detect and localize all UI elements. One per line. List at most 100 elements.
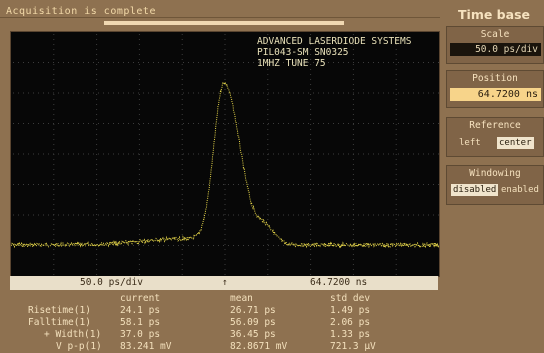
scale-value-field[interactable]: 50.0 ps/div	[450, 43, 541, 56]
grid-dot	[73, 184, 74, 185]
grid-dot	[238, 214, 239, 216]
grid-dot	[395, 249, 397, 250]
stat-std: 721.3 µV	[330, 341, 376, 352]
reference-marker-icon: ↑	[222, 277, 228, 288]
grid-dot	[103, 123, 104, 124]
grid-dot	[310, 149, 312, 150]
grid-dot	[395, 119, 397, 120]
grid-dot	[310, 264, 312, 265]
grid-dot	[188, 92, 189, 94]
grid-dot	[248, 62, 249, 63]
grid-dot	[138, 224, 140, 225]
grid-dot	[224, 179, 226, 180]
grid-dot	[258, 245, 259, 246]
grid-dot	[353, 123, 354, 124]
grid-dot	[183, 214, 184, 216]
grid-dot	[53, 49, 55, 50]
grid-dot	[224, 119, 226, 120]
grid-dot	[348, 153, 349, 155]
grid-dot	[333, 214, 334, 216]
grid-dot	[395, 69, 397, 70]
grid-dot	[248, 153, 249, 155]
grid-dot	[181, 174, 183, 175]
grid-dot	[310, 194, 312, 195]
grid-dot	[368, 184, 369, 185]
grid-dot	[333, 62, 334, 63]
scale-control[interactable]: Scale 50.0 ps/div	[446, 26, 544, 64]
grid-dot	[138, 164, 140, 165]
grid-dot	[288, 245, 289, 246]
reference-control[interactable]: Reference left center	[446, 117, 544, 157]
grid-dot	[438, 184, 439, 185]
grid-dot	[103, 245, 104, 246]
windowing-title: Windowing	[469, 168, 521, 179]
grid-dot	[103, 184, 104, 185]
grid-dot	[53, 59, 55, 60]
grid-dot	[308, 62, 309, 63]
grid-dot	[181, 44, 183, 45]
grid-dot	[98, 184, 99, 185]
grid-dot	[352, 174, 354, 175]
grid-dot	[310, 94, 312, 95]
grid-dot	[267, 64, 269, 65]
grid-dot	[293, 123, 294, 124]
grid-dot	[267, 274, 269, 275]
grid-dot	[352, 74, 354, 75]
grid-dot	[395, 254, 397, 255]
grid-dot	[181, 199, 183, 200]
position-value-field[interactable]: 64.7200 ns	[450, 88, 541, 101]
grid-dot	[208, 245, 209, 246]
grid-dot	[88, 153, 89, 155]
grid-dot	[224, 184, 226, 185]
grid-dot	[33, 62, 34, 63]
reference-center-option[interactable]: center	[497, 137, 534, 149]
grid-dot	[433, 245, 434, 246]
grid-dot	[13, 92, 14, 94]
grid-dot	[138, 149, 140, 150]
grid-dot	[53, 259, 55, 260]
grid-dot	[288, 214, 289, 216]
grid-dot	[438, 92, 439, 94]
grid-dot	[118, 123, 119, 124]
grid-dot	[83, 92, 84, 94]
grid-dot	[48, 62, 49, 63]
grid-dot	[183, 245, 184, 246]
grid-dot	[358, 214, 359, 216]
position-control[interactable]: Position 64.7200 ns	[446, 70, 544, 108]
grid-dot	[267, 219, 269, 220]
grid-dot	[38, 184, 39, 185]
grid-dot	[233, 184, 234, 185]
waveform-display[interactable]: ADVANCED LASERDIODE SYSTEMS PIL043-SM SN0…	[10, 31, 440, 277]
grid-dot	[53, 174, 55, 175]
grid-dot	[348, 184, 349, 185]
panel-title: Time base	[458, 7, 530, 22]
grid-dot	[198, 92, 199, 94]
grid-dot	[395, 209, 397, 210]
reference-left-option[interactable]: left	[459, 138, 481, 148]
grid-dot	[310, 124, 312, 125]
windowing-enabled-option[interactable]: enabled	[501, 185, 539, 195]
grid-dot	[228, 245, 229, 246]
grid-dot	[108, 123, 109, 124]
grid-dot	[310, 74, 312, 75]
grid-dot	[395, 214, 397, 215]
windowing-control[interactable]: Windowing disabled enabled	[446, 165, 544, 205]
grid-dot	[53, 62, 54, 63]
grid-dot	[352, 239, 354, 240]
grid-dot	[348, 62, 349, 63]
grid-dot	[53, 109, 55, 110]
grid-dot	[303, 123, 304, 124]
grid-dot	[96, 169, 98, 170]
windowing-disabled-option[interactable]: disabled	[451, 184, 499, 196]
grid-dot	[193, 153, 194, 155]
grid-dot	[313, 214, 314, 216]
grid-dot	[352, 69, 354, 70]
grid-dot	[395, 259, 397, 260]
grid-dot	[224, 189, 226, 190]
grid-dot	[138, 153, 139, 155]
grid-dot	[33, 153, 34, 155]
grid-dot	[368, 62, 369, 63]
grid-dot	[103, 214, 104, 216]
device-info-line-1: ADVANCED LASERDIODE SYSTEMS	[257, 36, 412, 47]
grid-dot	[181, 64, 183, 65]
